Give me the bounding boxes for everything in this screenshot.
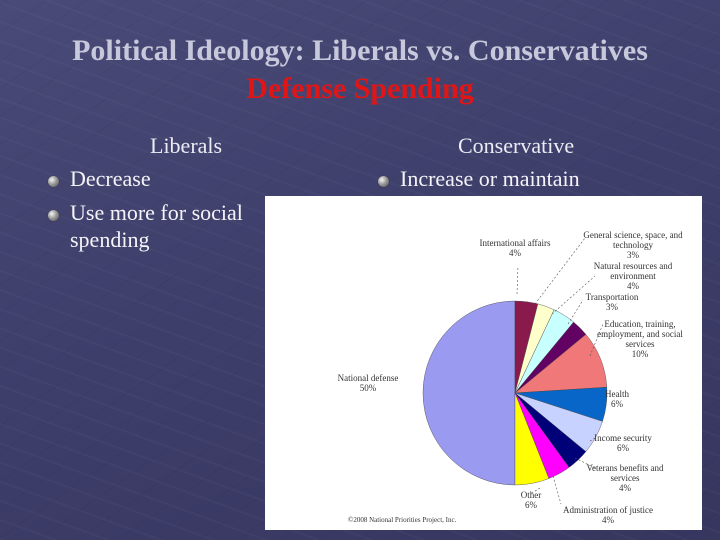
leader-line	[567, 299, 584, 325]
pie-label-income-security: Income security 6%	[594, 433, 652, 453]
bullet-icon	[378, 176, 389, 187]
leader-line	[589, 437, 596, 442]
pie-label-science: General science, space, and technology 3%	[583, 230, 683, 260]
leader-line	[529, 487, 541, 495]
bullet-line: Use more for social	[70, 200, 243, 225]
pie-label-veterans: Veterans benefits and services 4%	[587, 463, 664, 493]
pie-label-health: Health 6%	[605, 389, 629, 409]
pie-chart: National defense 50% International affairs…	[265, 196, 702, 530]
leader-line	[552, 475, 562, 505]
slide-subtitle: Defense Spending	[246, 72, 474, 105]
chart-source-note: ©2008 National Priorities Project, Inc.	[348, 516, 457, 524]
bullet-line: spending	[70, 227, 150, 252]
pie-label-national-defense: National defense 50%	[338, 373, 399, 393]
liberals-bullet-decrease: Decrease	[70, 166, 151, 191]
pie-label-justice: Administration of justice 4%	[563, 505, 653, 525]
liberals-heading: Liberals	[150, 133, 223, 158]
pie-slice-national-defense	[422, 300, 516, 486]
leader-line	[534, 237, 586, 305]
pie-label-education: Education, training, employment, and soci…	[597, 319, 683, 359]
slide-title: Political Ideology: Liberals vs. Conserv…	[72, 34, 648, 67]
pie-label-other: Other 6%	[521, 490, 542, 510]
liberals-bullet-social: Use more for social spending	[70, 199, 243, 253]
leader-line	[516, 265, 519, 295]
pie-slice-other	[514, 392, 550, 486]
pie-chart-svg: National defense 50% International affairs…	[338, 230, 684, 525]
leader-line	[589, 323, 604, 357]
conservative-heading: Conservative	[458, 133, 575, 158]
bullet-icon	[48, 210, 59, 221]
leader-line	[551, 275, 596, 315]
pie-label-natural-resources: Natural resources and environment 4%	[594, 261, 673, 291]
pie-label-international-affairs: International affairs 4%	[479, 238, 551, 258]
bullet-icon	[48, 176, 59, 187]
pie-label-transportation: Transportation 3%	[586, 292, 639, 312]
conservative-bullet-increase: Increase or maintain	[400, 166, 580, 191]
